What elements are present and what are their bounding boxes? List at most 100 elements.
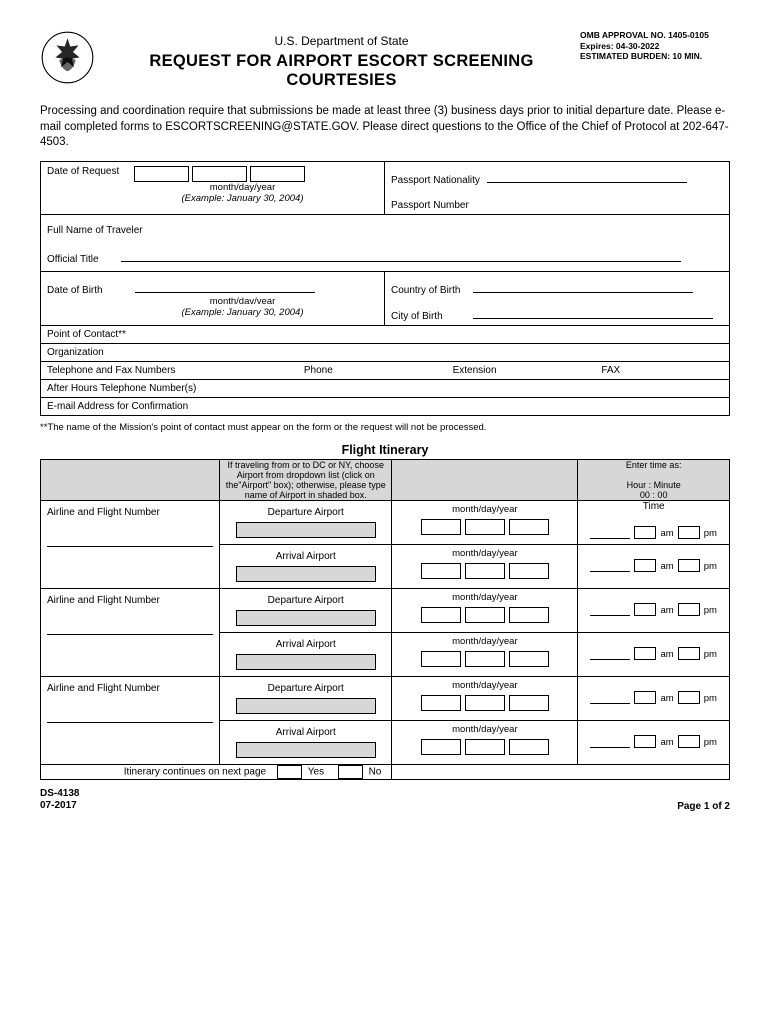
airline-flight-input-2[interactable] — [47, 634, 213, 635]
arr-pm-1[interactable] — [678, 559, 700, 572]
dep-am-1[interactable] — [634, 526, 656, 539]
dep-month-3[interactable] — [421, 695, 461, 711]
header: U.S. Department of State REQUEST FOR AIR… — [40, 30, 730, 90]
date-request-year[interactable] — [250, 166, 305, 182]
arr-time-1[interactable] — [590, 559, 630, 572]
arr-time-3[interactable] — [590, 735, 630, 748]
airline-flight-label-1: Airline and Flight Number — [41, 501, 219, 520]
arr-day-1[interactable] — [465, 563, 505, 579]
instructions-text: Processing and coordination require that… — [40, 104, 730, 151]
mdy2-label: month/dav/vear — [107, 296, 378, 307]
date-request-label: Date of Request — [47, 166, 119, 177]
mdy-label: month/day/year — [107, 182, 378, 193]
dob-label: Date of Birth — [47, 285, 103, 296]
arr-mdy-3: month/day/year — [392, 724, 577, 735]
airline-flight-label-2: Airline and Flight Number — [41, 589, 219, 608]
arr-year-2[interactable] — [509, 651, 549, 667]
telfax-label: Telephone and Fax Numbers — [47, 365, 304, 376]
arr-am-1[interactable] — [634, 559, 656, 572]
country-birth-input[interactable] — [473, 280, 693, 293]
airline-flight-input-1[interactable] — [47, 546, 213, 547]
dep-time-2[interactable] — [590, 603, 630, 616]
state-seal-icon — [40, 30, 95, 85]
itinerary-table: If traveling from or to DC or NY, choose… — [40, 459, 730, 780]
city-birth-input[interactable] — [473, 306, 713, 319]
dep-month-2[interactable] — [421, 607, 461, 623]
dep-day-3[interactable] — [465, 695, 505, 711]
org-label: Organization — [47, 347, 104, 358]
arr-pm-2[interactable] — [678, 647, 700, 660]
arr-am-2[interactable] — [634, 647, 656, 660]
itin-head-time: Enter time as: Hour : Minute 00 : 00 — [578, 459, 730, 500]
omb-block: OMB APPROVAL NO. 1405-0105 Expires: 04-3… — [580, 30, 730, 62]
no-label: No — [369, 766, 382, 777]
omb-expires: Expires: 04-30-2022 — [580, 41, 730, 52]
header-center: U.S. Department of State REQUEST FOR AIR… — [103, 30, 580, 90]
email-label: E-mail Address for Confirmation — [47, 401, 188, 412]
arr-year-3[interactable] — [509, 739, 549, 755]
continues-no-box[interactable] — [338, 765, 363, 779]
dep-am-3[interactable] — [634, 691, 656, 704]
example2-label: (Example: January 30, 2004) — [107, 307, 378, 318]
dep-day-2[interactable] — [465, 607, 505, 623]
date-request-day[interactable] — [192, 166, 247, 182]
dep-year-3[interactable] — [509, 695, 549, 711]
dep-year-1[interactable] — [509, 519, 549, 535]
arr-airport-label-3: Arrival Airport — [220, 721, 391, 740]
passport-number-label: Passport Number — [391, 200, 469, 211]
dep-time-1[interactable] — [590, 526, 630, 539]
footer: DS-4138 07-2017 Page 1 of 2 — [40, 788, 730, 812]
dep-airport-input-2[interactable] — [236, 610, 376, 626]
dep-airport-label-2: Departure Airport — [220, 589, 391, 608]
arr-mdy-2: month/day/year — [392, 636, 577, 647]
dep-day-1[interactable] — [465, 519, 505, 535]
traveler-info-box: Date of Request month/day/year (Example:… — [40, 161, 730, 416]
arr-month-2[interactable] — [421, 651, 461, 667]
full-name-label: Full Name of Traveler — [47, 225, 143, 236]
dep-month-1[interactable] — [421, 519, 461, 535]
omb-approval: OMB APPROVAL NO. 1405-0105 — [580, 30, 730, 41]
after-hours-label: After Hours Telephone Number(s) — [47, 383, 196, 394]
arr-month-1[interactable] — [421, 563, 461, 579]
arr-am-3[interactable] — [634, 735, 656, 748]
official-title-label: Official Title — [47, 254, 99, 265]
arr-time-2[interactable] — [590, 647, 630, 660]
dep-pm-2[interactable] — [678, 603, 700, 616]
arr-month-3[interactable] — [421, 739, 461, 755]
arr-airport-label-2: Arrival Airport — [220, 633, 391, 652]
dep-airport-label-1: Departure Airport — [220, 501, 391, 520]
dob-input[interactable] — [135, 280, 315, 293]
ext-label: Extension — [453, 365, 602, 376]
form-number: DS-4138 — [40, 788, 79, 800]
dep-pm-1[interactable] — [678, 526, 700, 539]
fax-label: FAX — [601, 365, 620, 376]
omb-burden: ESTIMATED BURDEN: 10 MIN. — [580, 51, 730, 62]
form-date: 07-2017 — [40, 800, 79, 812]
passport-nationality-input[interactable] — [487, 170, 687, 183]
dep-mdy-1: month/day/year — [392, 504, 577, 515]
airline-flight-input-3[interactable] — [47, 722, 213, 723]
passport-nationality-label: Passport Nationality — [391, 175, 480, 186]
dep-airport-label-3: Departure Airport — [220, 677, 391, 696]
date-request-month[interactable] — [134, 166, 189, 182]
dep-pm-3[interactable] — [678, 691, 700, 704]
arr-airport-input-1[interactable] — [236, 566, 376, 582]
itin-head-blank2 — [392, 459, 578, 500]
dep-airport-input-1[interactable] — [236, 522, 376, 538]
dep-am-2[interactable] — [634, 603, 656, 616]
continues-label: Itinerary continues on next page — [124, 766, 266, 777]
arr-day-3[interactable] — [465, 739, 505, 755]
arr-day-2[interactable] — [465, 651, 505, 667]
arr-airport-input-3[interactable] — [236, 742, 376, 758]
time-label-1: Time — [578, 501, 729, 512]
dep-airport-input-3[interactable] — [236, 698, 376, 714]
arr-airport-input-2[interactable] — [236, 654, 376, 670]
arr-year-1[interactable] — [509, 563, 549, 579]
dep-year-2[interactable] — [509, 607, 549, 623]
continues-yes-box[interactable] — [277, 765, 302, 779]
dep-time-3[interactable] — [590, 691, 630, 704]
official-title-input[interactable] — [121, 249, 681, 262]
country-birth-label: Country of Birth — [391, 285, 460, 296]
phone-label: Phone — [304, 365, 453, 376]
arr-pm-3[interactable] — [678, 735, 700, 748]
